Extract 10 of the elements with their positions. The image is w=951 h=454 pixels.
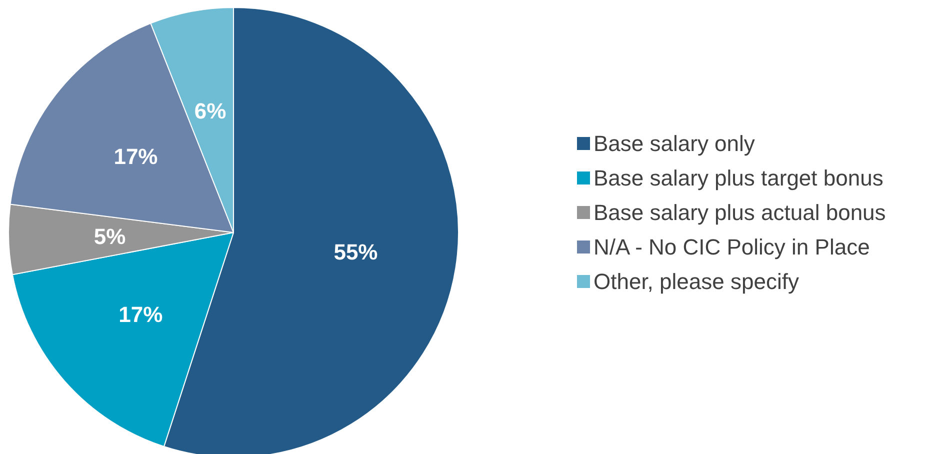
- legend-label: Base salary plus actual bonus: [594, 200, 886, 225]
- legend-label: Base salary only: [594, 131, 755, 156]
- legend-label: Base salary plus target bonus: [594, 166, 884, 190]
- data-label: 5%: [94, 224, 126, 249]
- data-label: 17%: [118, 302, 163, 327]
- data-label: 17%: [114, 144, 158, 170]
- legend-label: Other, please specify: [594, 269, 799, 294]
- legend-label: N/A - No CIC Policy in Place: [594, 234, 870, 260]
- data-label: 55%: [334, 239, 378, 264]
- data-label: 6%: [194, 98, 226, 124]
